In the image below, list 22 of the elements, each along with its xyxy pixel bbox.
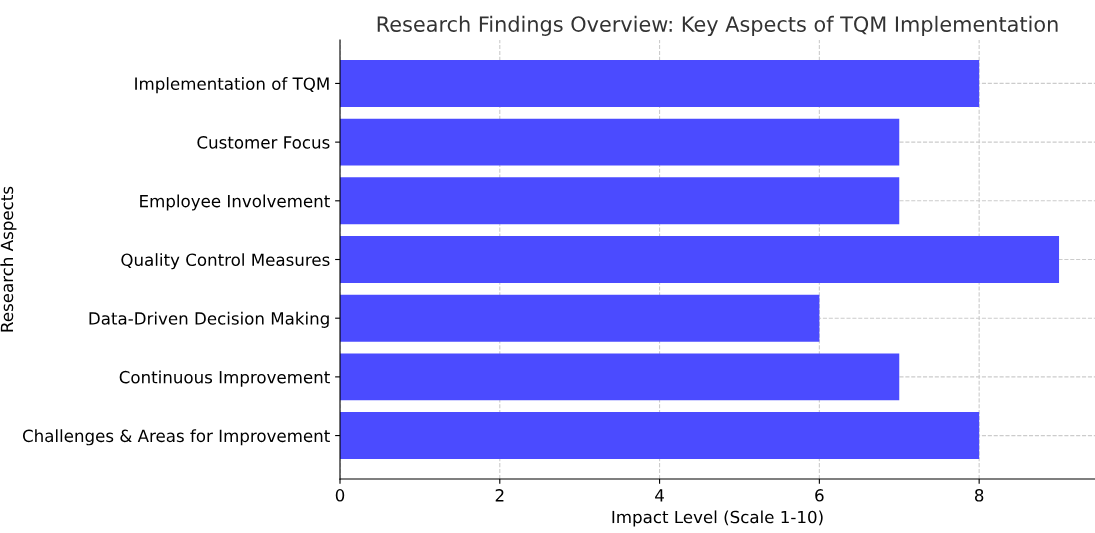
y-tick-label: Implementation of TQM (135, 77, 329, 94)
bar (340, 118, 900, 166)
y-tick-label: Continuous Improvement (119, 370, 330, 387)
x-tick-label: 8 (974, 489, 984, 502)
y-tick-label: Quality Control Measures (121, 253, 330, 270)
bar (340, 353, 900, 401)
bar (340, 177, 900, 225)
x-tick-label: 2 (495, 489, 504, 502)
y-tick-label: Challenges & Areas for Improvement (22, 429, 330, 446)
y-tick-label: Employee Involvement (140, 194, 330, 211)
x-tick-label: 6 (815, 489, 824, 502)
bar (340, 236, 1060, 283)
y-tick-label: Customer Focus (197, 136, 330, 149)
y-tick-label: Data-Driven Decision Making (89, 311, 329, 328)
bar (340, 59, 980, 107)
x-tick-label: 4 (655, 489, 664, 502)
bar (340, 412, 980, 460)
x-axis-title: Impact Level (Scale 1-10) (612, 510, 823, 527)
chart-title: Research Findings Overview: Key Aspects of TQM Implementation (377, 15, 1058, 36)
y-axis-title: Research Aspects (0, 186, 17, 332)
x-tick-label: 0 (335, 489, 345, 502)
bar (340, 294, 820, 342)
